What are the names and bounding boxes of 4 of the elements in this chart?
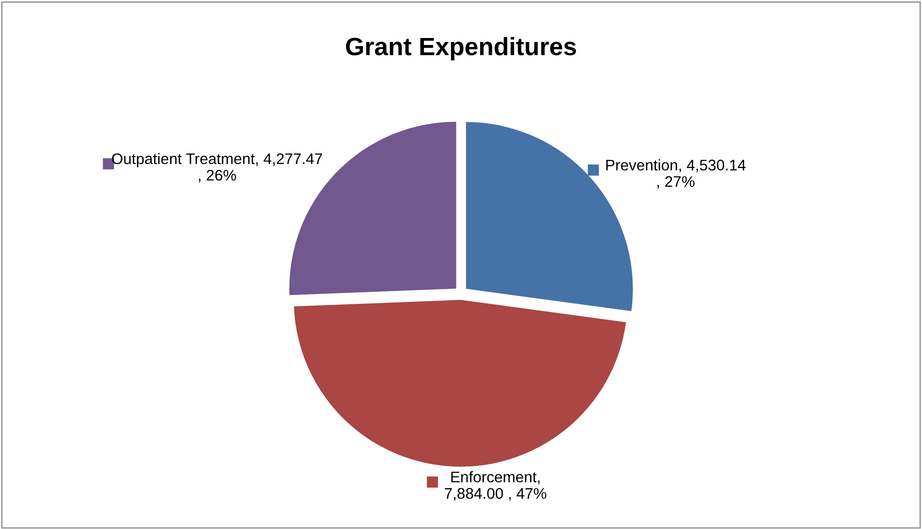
legend-label: Prevention, 4,530.14 , 27% — [606, 159, 746, 189]
chart-title: Grant Expenditures — [346, 37, 576, 60]
legend-label: Outpatient Treatment, 4,277.47 , 26% — [112, 152, 322, 182]
legend-label: Enforcement, 7,884.00 , 47% — [444, 471, 546, 501]
